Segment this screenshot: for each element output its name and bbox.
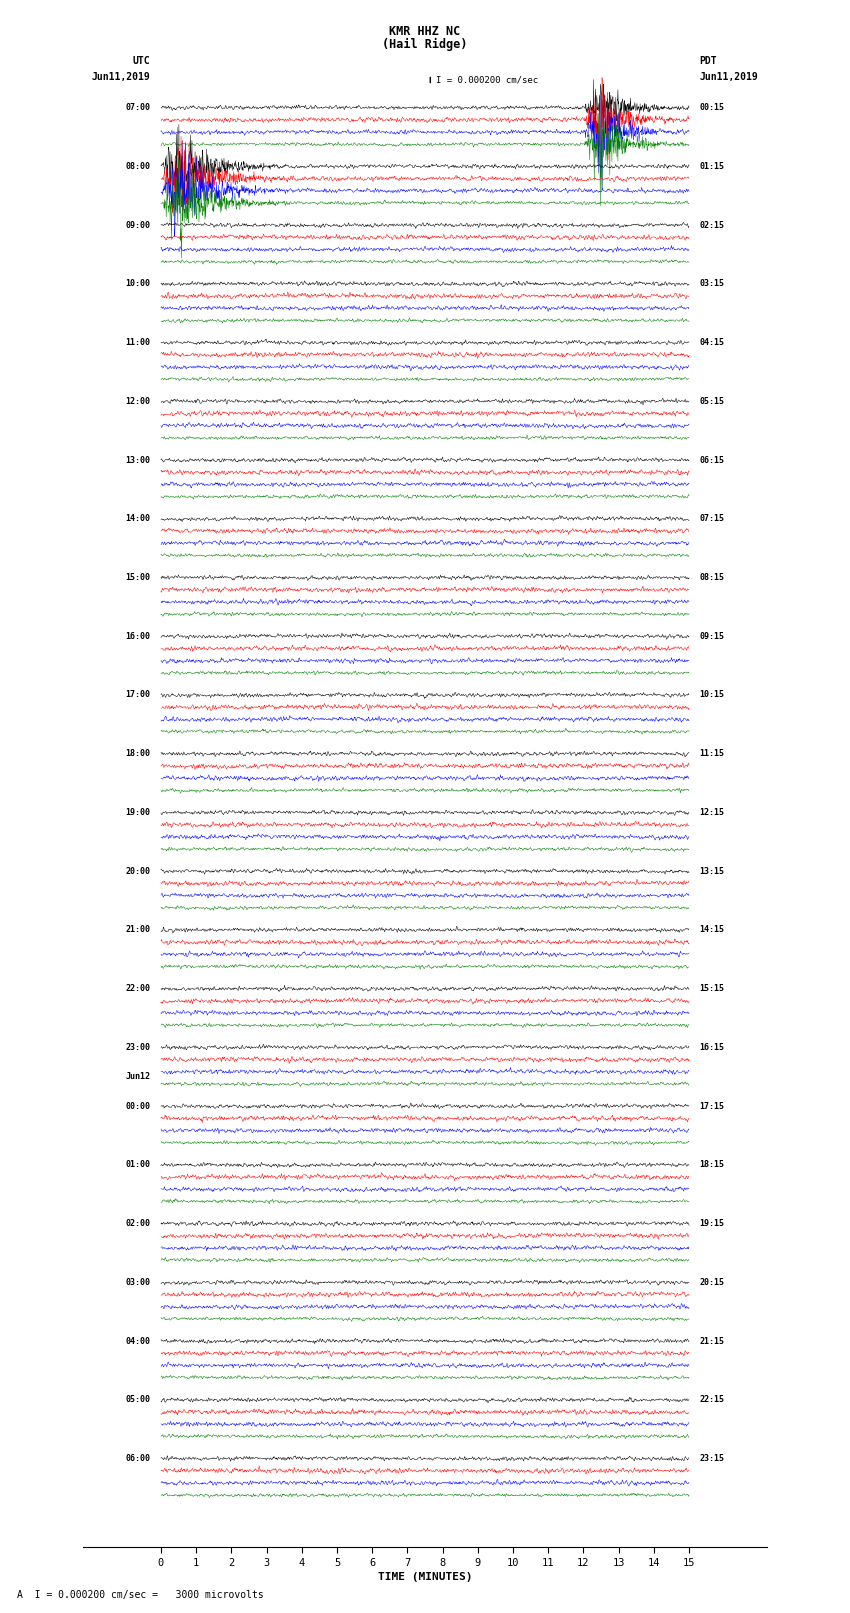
Text: 22:15: 22:15 xyxy=(700,1395,725,1405)
Text: Jun11,2019: Jun11,2019 xyxy=(700,73,758,82)
Text: 00:15: 00:15 xyxy=(700,103,725,113)
Text: 16:15: 16:15 xyxy=(700,1044,725,1052)
Text: 15:00: 15:00 xyxy=(125,573,150,582)
Text: 16:00: 16:00 xyxy=(125,632,150,640)
Text: 03:15: 03:15 xyxy=(700,279,725,289)
Text: A  I = 0.000200 cm/sec =   3000 microvolts: A I = 0.000200 cm/sec = 3000 microvolts xyxy=(17,1590,264,1600)
Text: 11:15: 11:15 xyxy=(700,748,725,758)
Text: 13:00: 13:00 xyxy=(125,455,150,465)
Text: 06:00: 06:00 xyxy=(125,1453,150,1463)
X-axis label: TIME (MINUTES): TIME (MINUTES) xyxy=(377,1571,473,1582)
Text: 12:15: 12:15 xyxy=(700,808,725,816)
Text: 19:15: 19:15 xyxy=(700,1219,725,1227)
Text: 01:00: 01:00 xyxy=(125,1160,150,1169)
Text: KMR HHZ NC: KMR HHZ NC xyxy=(389,24,461,37)
Text: 08:00: 08:00 xyxy=(125,161,150,171)
Text: 10:15: 10:15 xyxy=(700,690,725,700)
Text: 10:00: 10:00 xyxy=(125,279,150,289)
Text: 05:00: 05:00 xyxy=(125,1395,150,1405)
Text: 23:15: 23:15 xyxy=(700,1453,725,1463)
Text: 12:00: 12:00 xyxy=(125,397,150,406)
Text: UTC: UTC xyxy=(133,56,150,66)
Text: 17:15: 17:15 xyxy=(700,1102,725,1111)
Text: 04:15: 04:15 xyxy=(700,339,725,347)
Text: 13:15: 13:15 xyxy=(700,866,725,876)
Text: 21:15: 21:15 xyxy=(700,1337,725,1345)
Text: 07:15: 07:15 xyxy=(700,515,725,523)
Text: 18:00: 18:00 xyxy=(125,748,150,758)
Text: 21:00: 21:00 xyxy=(125,926,150,934)
Text: 20:15: 20:15 xyxy=(700,1277,725,1287)
Text: 17:00: 17:00 xyxy=(125,690,150,700)
Text: 15:15: 15:15 xyxy=(700,984,725,994)
Text: 22:00: 22:00 xyxy=(125,984,150,994)
Text: 19:00: 19:00 xyxy=(125,808,150,816)
Text: 08:15: 08:15 xyxy=(700,573,725,582)
Text: PDT: PDT xyxy=(700,56,717,66)
Text: 02:00: 02:00 xyxy=(125,1219,150,1227)
Text: 23:00: 23:00 xyxy=(125,1044,150,1052)
Text: 20:00: 20:00 xyxy=(125,866,150,876)
Text: Jun11,2019: Jun11,2019 xyxy=(92,73,150,82)
Text: 06:15: 06:15 xyxy=(700,455,725,465)
Text: 04:00: 04:00 xyxy=(125,1337,150,1345)
Text: 09:15: 09:15 xyxy=(700,632,725,640)
Text: I = 0.000200 cm/sec: I = 0.000200 cm/sec xyxy=(435,76,538,84)
Text: Jun12: Jun12 xyxy=(125,1073,150,1081)
Text: 02:15: 02:15 xyxy=(700,221,725,229)
Text: 05:15: 05:15 xyxy=(700,397,725,406)
Text: 18:15: 18:15 xyxy=(700,1160,725,1169)
Text: (Hail Ridge): (Hail Ridge) xyxy=(382,37,468,50)
Text: 03:00: 03:00 xyxy=(125,1277,150,1287)
Text: 00:00: 00:00 xyxy=(125,1102,150,1111)
Text: 11:00: 11:00 xyxy=(125,339,150,347)
Text: 14:00: 14:00 xyxy=(125,515,150,523)
Text: 14:15: 14:15 xyxy=(700,926,725,934)
Text: 01:15: 01:15 xyxy=(700,161,725,171)
Text: 09:00: 09:00 xyxy=(125,221,150,229)
Text: 07:00: 07:00 xyxy=(125,103,150,113)
